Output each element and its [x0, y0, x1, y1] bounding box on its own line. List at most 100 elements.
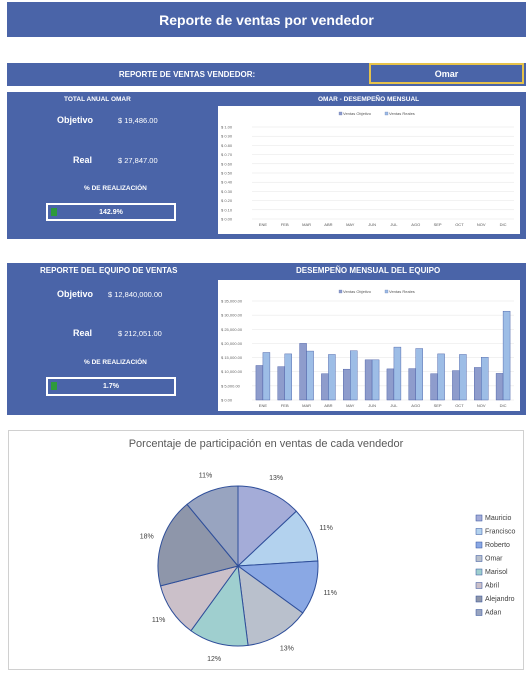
x-tick-label: DIC — [500, 403, 507, 408]
individual-total-title: TOTAL ANUAL OMAR — [64, 96, 131, 103]
pie-title: Porcentaje de participación en ventas de… — [129, 438, 404, 450]
y-tick-label: $ 0.40 — [221, 180, 233, 185]
pie-legend-swatch — [475, 514, 483, 522]
legend-swatch — [384, 289, 389, 294]
team-realizacion-box: 1.7% — [46, 377, 176, 396]
individual-realizacion-value: 142.9% — [99, 208, 123, 216]
seller-selector-bar — [7, 63, 526, 86]
y-tick-label: $ 0.60 — [221, 161, 233, 166]
team-real-value: $ 212,051.00 — [118, 329, 162, 338]
pie-legend-label: Adan — [485, 610, 501, 617]
team-real-label: Real — [73, 328, 93, 338]
pie-legend-swatch — [475, 609, 483, 616]
x-tick-label: SEP — [434, 403, 442, 408]
bar-reales — [459, 354, 467, 401]
team-monthly-chart: Ventas Objetivo Ventas Reales $ 0.00 $ 5,00… — [218, 280, 520, 411]
individual-objetivo-value: $ 19,486.00 — [118, 116, 158, 125]
bar-reales — [328, 354, 336, 401]
participation-pie-chart: Porcentaje de participación en ventas de… — [8, 430, 524, 670]
pie-slice-alejandro — [157, 503, 239, 587]
y-tick-label: $ 30,000.00 — [221, 313, 243, 318]
team-realizacion-label: % DE REALIZACIÓN — [84, 359, 147, 366]
bar-objetivo — [430, 373, 438, 401]
x-tick-label: MAR — [302, 403, 311, 408]
x-tick-label: NOV — [477, 222, 486, 227]
legend-swatch — [384, 111, 389, 116]
team-objetivo-label: Objetivo — [57, 289, 94, 299]
individual-realizacion-label: % DE REALIZACIÓN — [84, 185, 147, 192]
y-tick-label: $ 25,000.00 — [221, 327, 243, 332]
x-tick-label: DIC — [500, 222, 507, 227]
x-tick-label: OCT — [455, 222, 464, 227]
pie-legend-label: Omar — [485, 556, 503, 563]
bar-reales — [350, 350, 358, 401]
bar-objetivo — [277, 366, 285, 401]
pie-legend-label: Mauricio — [485, 515, 512, 522]
x-tick-label: ENE — [259, 403, 268, 408]
individual-real-value: $ 27,847.00 — [118, 156, 158, 165]
y-tick-label: $ 0.00 — [221, 398, 233, 403]
up-arrow-icon — [51, 208, 57, 216]
pie-data-label: 12% — [207, 656, 221, 663]
team-chart-title: DESEMPEÑO MENSUAL DEL EQUIPO — [296, 266, 441, 275]
pie-data-label: 13% — [280, 646, 294, 653]
legend-swatch — [338, 289, 343, 294]
individual-realizacion-box: 142.9% — [46, 203, 176, 221]
y-tick-label: $ 0.30 — [221, 189, 233, 194]
y-tick-label: $ 1.00 — [221, 125, 233, 130]
pie-legend-swatch — [475, 582, 483, 589]
pie-data-label: 13% — [269, 475, 283, 482]
pie-legend-swatch — [475, 541, 483, 549]
chart-legend: Ventas Objetivo Ventas Reales — [338, 289, 415, 294]
y-tick-label: $ 0.70 — [221, 152, 233, 157]
pie-legend-swatch — [475, 568, 483, 576]
x-tick-label: JUN — [368, 222, 376, 227]
x-tick-label: ENE — [259, 222, 268, 227]
pie-data-label: 11% — [323, 590, 337, 597]
y-tick-label: $ 0.80 — [221, 143, 233, 148]
bar-reales — [502, 310, 511, 401]
team-realizacion-value: 1.7% — [103, 383, 119, 390]
y-tick-label: $ 35,000.00 — [221, 299, 243, 304]
pie-legend-label: Francisco — [485, 529, 515, 536]
y-tick-label: $ 0.00 — [221, 217, 233, 222]
pie-chart-svg: Porcentaje de participación en ventas de… — [129, 438, 516, 663]
pie-slice-mauricio — [237, 485, 298, 568]
bar-reales — [481, 357, 489, 401]
x-tick-label: AGO — [411, 403, 420, 408]
x-tick-label: OCT — [455, 403, 464, 408]
report-banner: Reporte de ventas por vendedor — [7, 2, 526, 37]
individual-monthly-chart: Ventas Objetivo Ventas Reales $ 0.00 $ 0.10… — [218, 106, 520, 234]
bar-objetivo — [255, 365, 264, 401]
pie-legend-label: Marisol — [485, 569, 508, 576]
y-tick-label: $ 20,000.00 — [221, 341, 243, 346]
pie-slice-adan — [186, 485, 239, 568]
pie-data-label: 11% — [319, 525, 333, 532]
x-tick-label: ABR — [324, 222, 332, 227]
seller-selector-input[interactable]: Omar — [369, 63, 524, 84]
legend-label: Ventas Reales — [389, 289, 415, 294]
bar-reales — [371, 359, 380, 401]
pie-data-label: 11% — [199, 473, 213, 480]
pie-legend-swatch — [475, 555, 483, 562]
y-tick-label: $ 0.10 — [221, 207, 233, 212]
pie-legend-swatch — [475, 528, 483, 535]
team-title: REPORTE DEL EQUIPO DE VENTAS — [40, 266, 178, 275]
pie-slice-marisol — [190, 564, 249, 647]
up-arrow-icon — [51, 382, 57, 390]
legend-label: Ventas Objetivo — [343, 111, 372, 116]
bar-objetivo — [495, 373, 504, 401]
individual-objetivo-label: Objetivo — [57, 115, 94, 125]
x-tick-label: FEB — [281, 222, 289, 227]
x-tick-label: JUL — [390, 403, 398, 408]
x-tick-label: JUL — [390, 222, 398, 227]
bar-objetivo — [474, 367, 482, 401]
bar-objetivo — [321, 373, 329, 401]
seller-selector-label: REPORTE DE VENTAS VENDEDOR: — [118, 70, 256, 79]
x-tick-label: NOV — [477, 403, 486, 408]
x-tick-label: MAY — [346, 403, 355, 408]
pie-legend-label: Alejandro — [485, 596, 515, 603]
bar-reales — [262, 352, 271, 401]
x-tick-label: JUN — [368, 403, 376, 408]
bar-reales — [306, 350, 314, 401]
